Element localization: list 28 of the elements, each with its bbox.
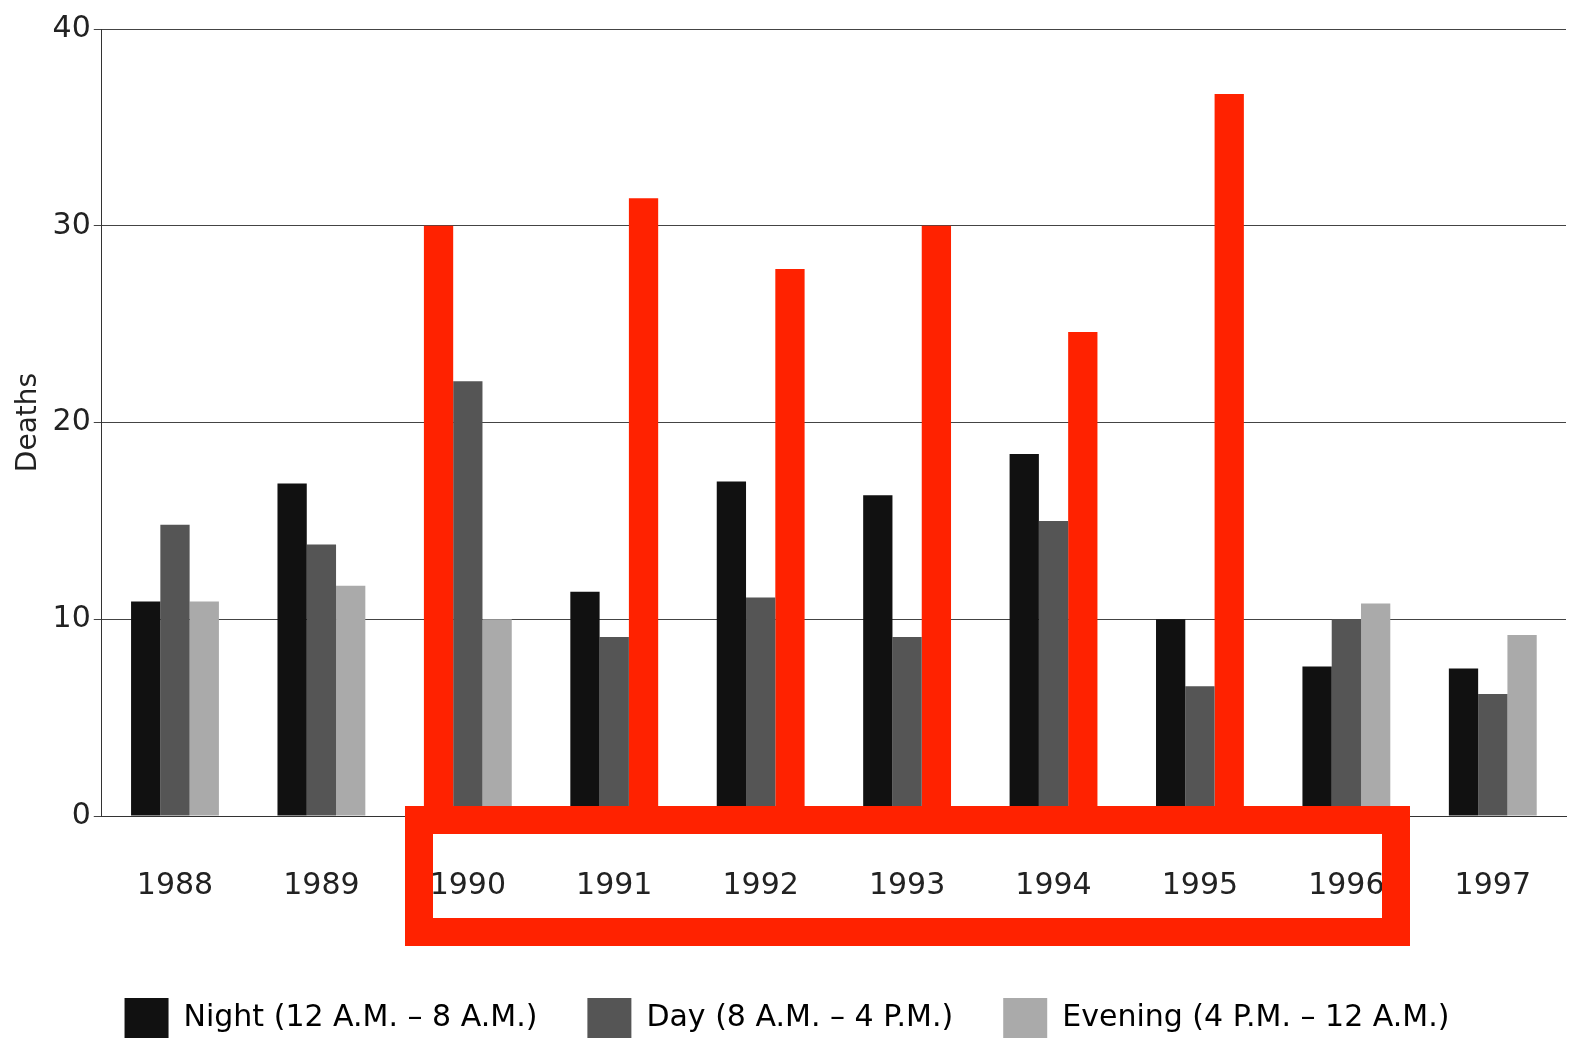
y-axis-title: Deaths	[10, 372, 44, 473]
legend-label: Day (8 A.M. – 4 P.M.)	[646, 997, 954, 1033]
bar	[189, 601, 219, 816]
x-tick-label: 1991	[576, 865, 653, 901]
x-tick-label: 1989	[283, 865, 360, 901]
y-tick-label: 30	[52, 205, 91, 241]
x-tick-label: 1994	[1015, 865, 1092, 901]
bar	[1507, 634, 1537, 816]
bar	[277, 483, 307, 816]
x-tick-label: 1992	[722, 865, 799, 901]
y-tick-label: 0	[71, 795, 91, 831]
y-tick-label: 20	[52, 402, 91, 438]
bar	[1478, 694, 1508, 816]
bar	[131, 601, 161, 816]
bar	[1448, 668, 1479, 816]
x-tick-label: 1995	[1161, 865, 1239, 901]
x-tick-label: 1996	[1308, 865, 1385, 901]
x-tick-label: 1997	[1454, 865, 1531, 901]
x-tick-label: 1993	[868, 865, 946, 901]
bar	[336, 585, 366, 816]
x-tick-label: 1990	[429, 865, 507, 901]
bar	[160, 524, 190, 816]
x-tick-label: 1988	[136, 865, 214, 901]
legend-label: Evening (4 P.M. – 12 A.M.)	[1062, 997, 1450, 1033]
y-tick-label: 10	[52, 599, 91, 635]
y-tick-label: 40	[52, 8, 91, 44]
legend-label: Night (12 A.M. – 8 A.M.)	[183, 997, 538, 1033]
bar	[306, 544, 337, 816]
